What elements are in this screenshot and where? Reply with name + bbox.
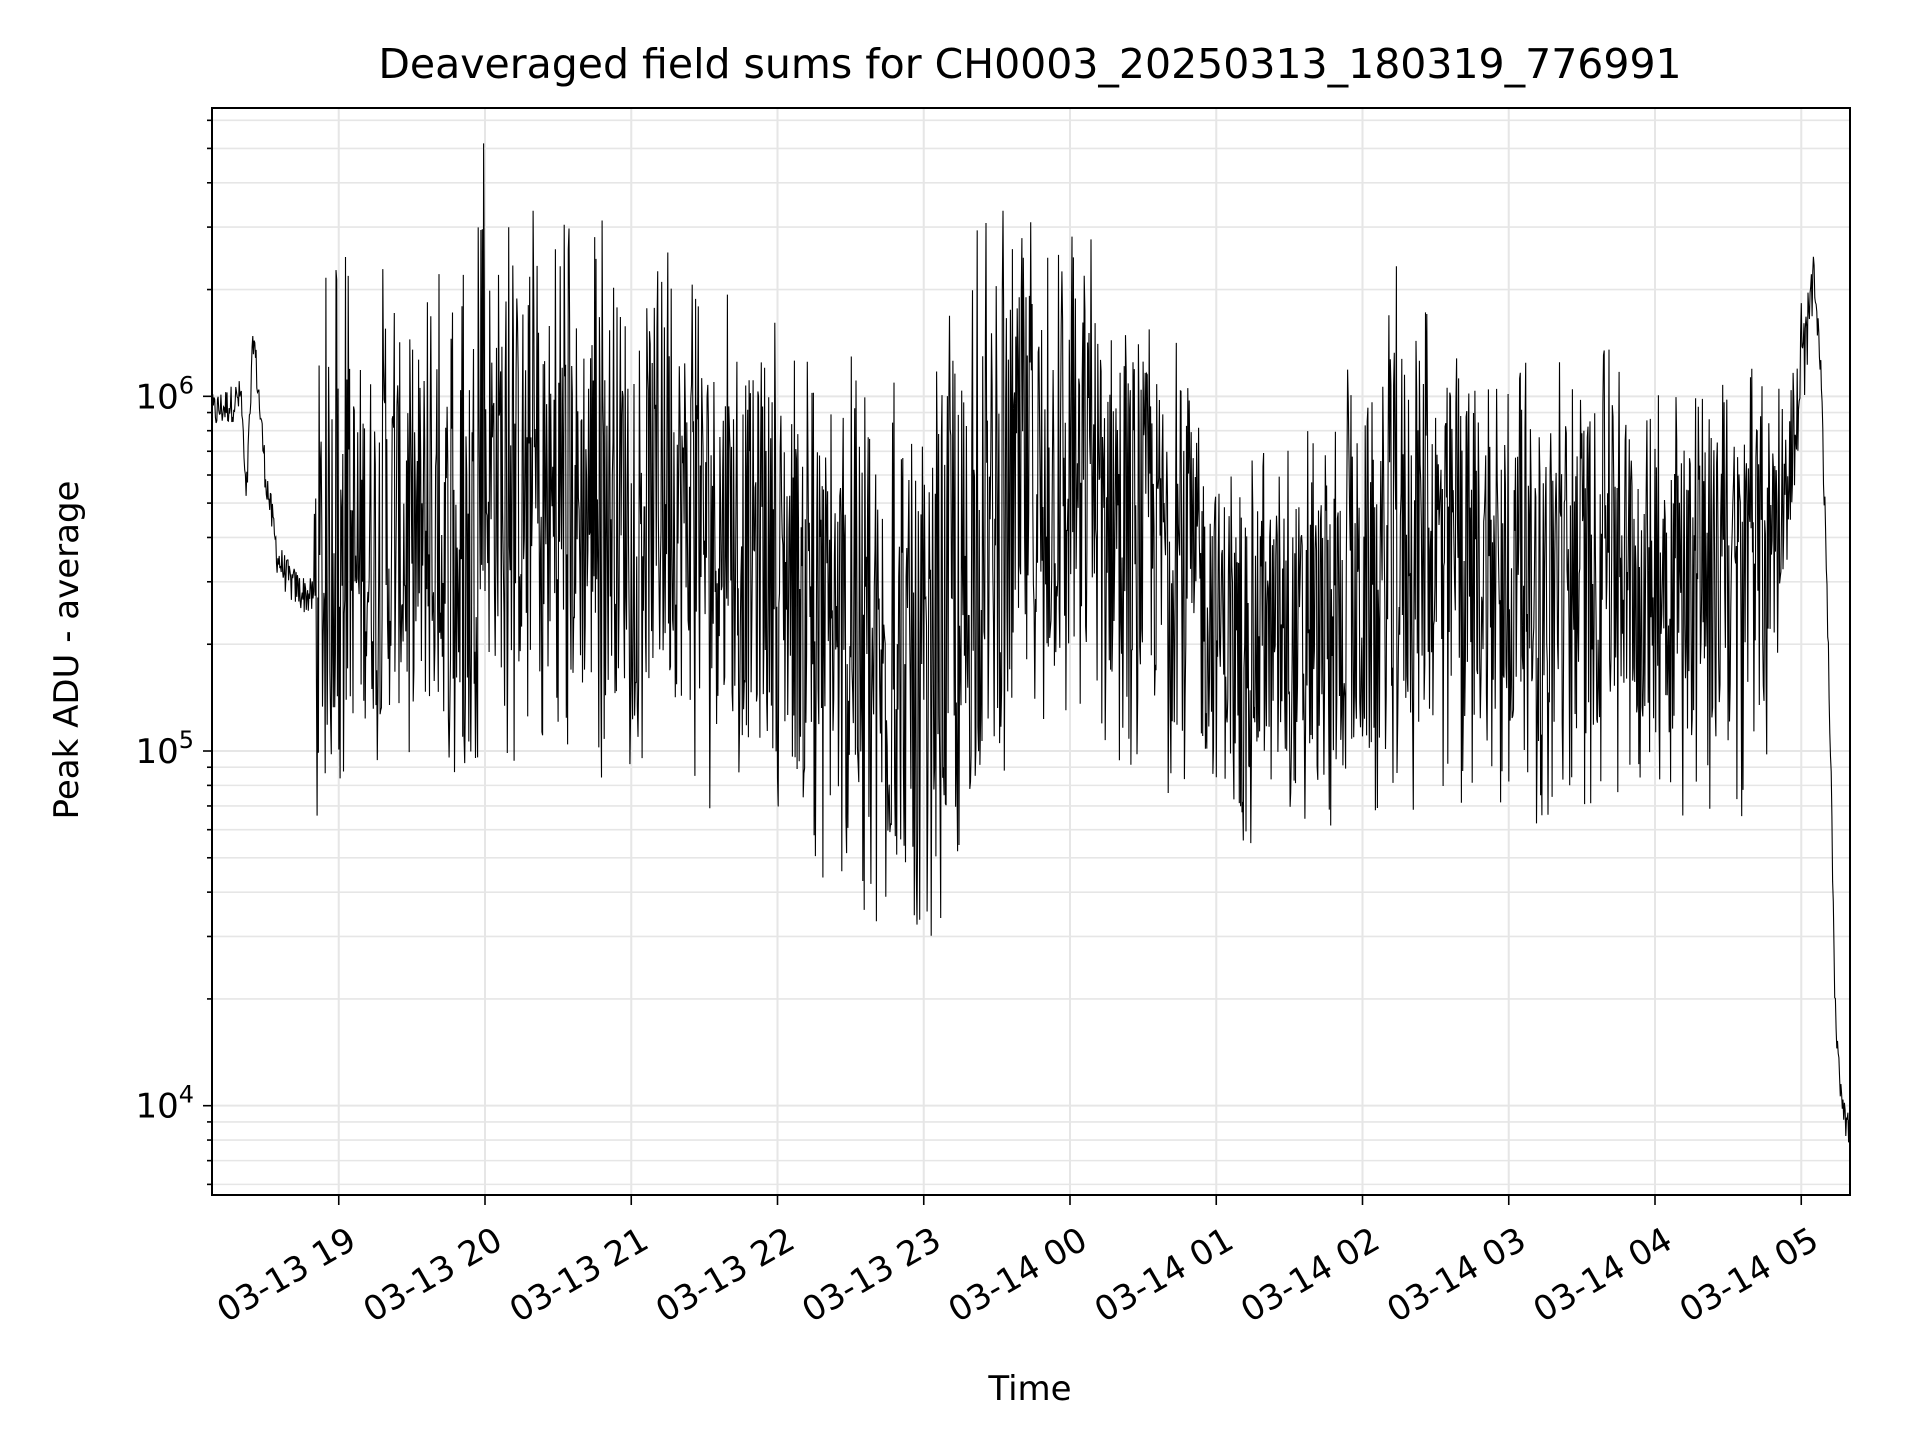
y-tick-label-base: 10: [135, 1087, 178, 1127]
y-tick-label-base: 10: [135, 377, 178, 417]
data-series: [211, 143, 1851, 1143]
y-tick-label: 104: [135, 1081, 194, 1127]
y-tick-label-exponent: 5: [179, 726, 194, 754]
series-line: [211, 143, 1851, 1143]
y-tick-label-base: 10: [135, 732, 178, 772]
y-tick-label: 106: [135, 371, 194, 417]
chart-title: Deaveraged field sums for CH0003_2025031…: [378, 40, 1681, 88]
y-axis-label: Peak ADU - average: [47, 481, 87, 820]
y-tick-label: 105: [135, 726, 194, 772]
y-tick-label-exponent: 6: [179, 371, 194, 399]
x-axis-label: Time: [987, 1369, 1071, 1409]
plot-frame: [211, 107, 1851, 1196]
y-tick-label-exponent: 4: [179, 1081, 194, 1109]
